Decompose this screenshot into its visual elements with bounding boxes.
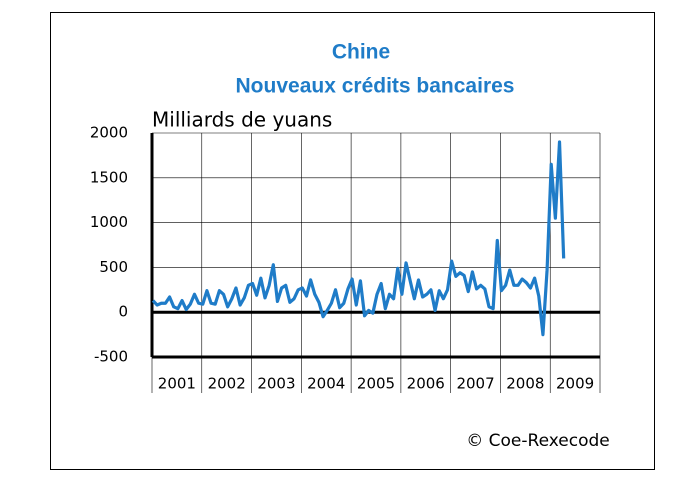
y-tick-label: 1000	[90, 213, 128, 231]
chart-title: Chine	[332, 41, 390, 64]
x-tick-label: 2005	[357, 375, 395, 393]
x-tick-label: 2009	[556, 375, 594, 393]
y-axis-label: Milliards de yuans	[152, 108, 332, 132]
x-tick-label: 2004	[307, 375, 345, 393]
x-tick-label: 2002	[208, 375, 246, 393]
source: © Coe-Rexecode	[466, 431, 609, 451]
x-tick-label: 2001	[158, 375, 196, 393]
y-tick-label: 500	[99, 258, 128, 276]
x-tick-label: 2008	[506, 375, 544, 393]
data-line	[151, 140, 566, 337]
y-tick-label: 0	[118, 303, 128, 321]
chart-subtitle: Nouveaux crédits bancaires	[236, 75, 515, 98]
x-tick-label: 2003	[257, 375, 295, 393]
frame	[50, 12, 655, 470]
y-tick-label: 1500	[90, 168, 128, 186]
y-tick-label: 2000	[90, 124, 128, 142]
y-tick-label: -500	[94, 348, 128, 366]
x-tick-label: 2006	[407, 375, 445, 393]
x-tick-label: 2007	[456, 375, 494, 393]
